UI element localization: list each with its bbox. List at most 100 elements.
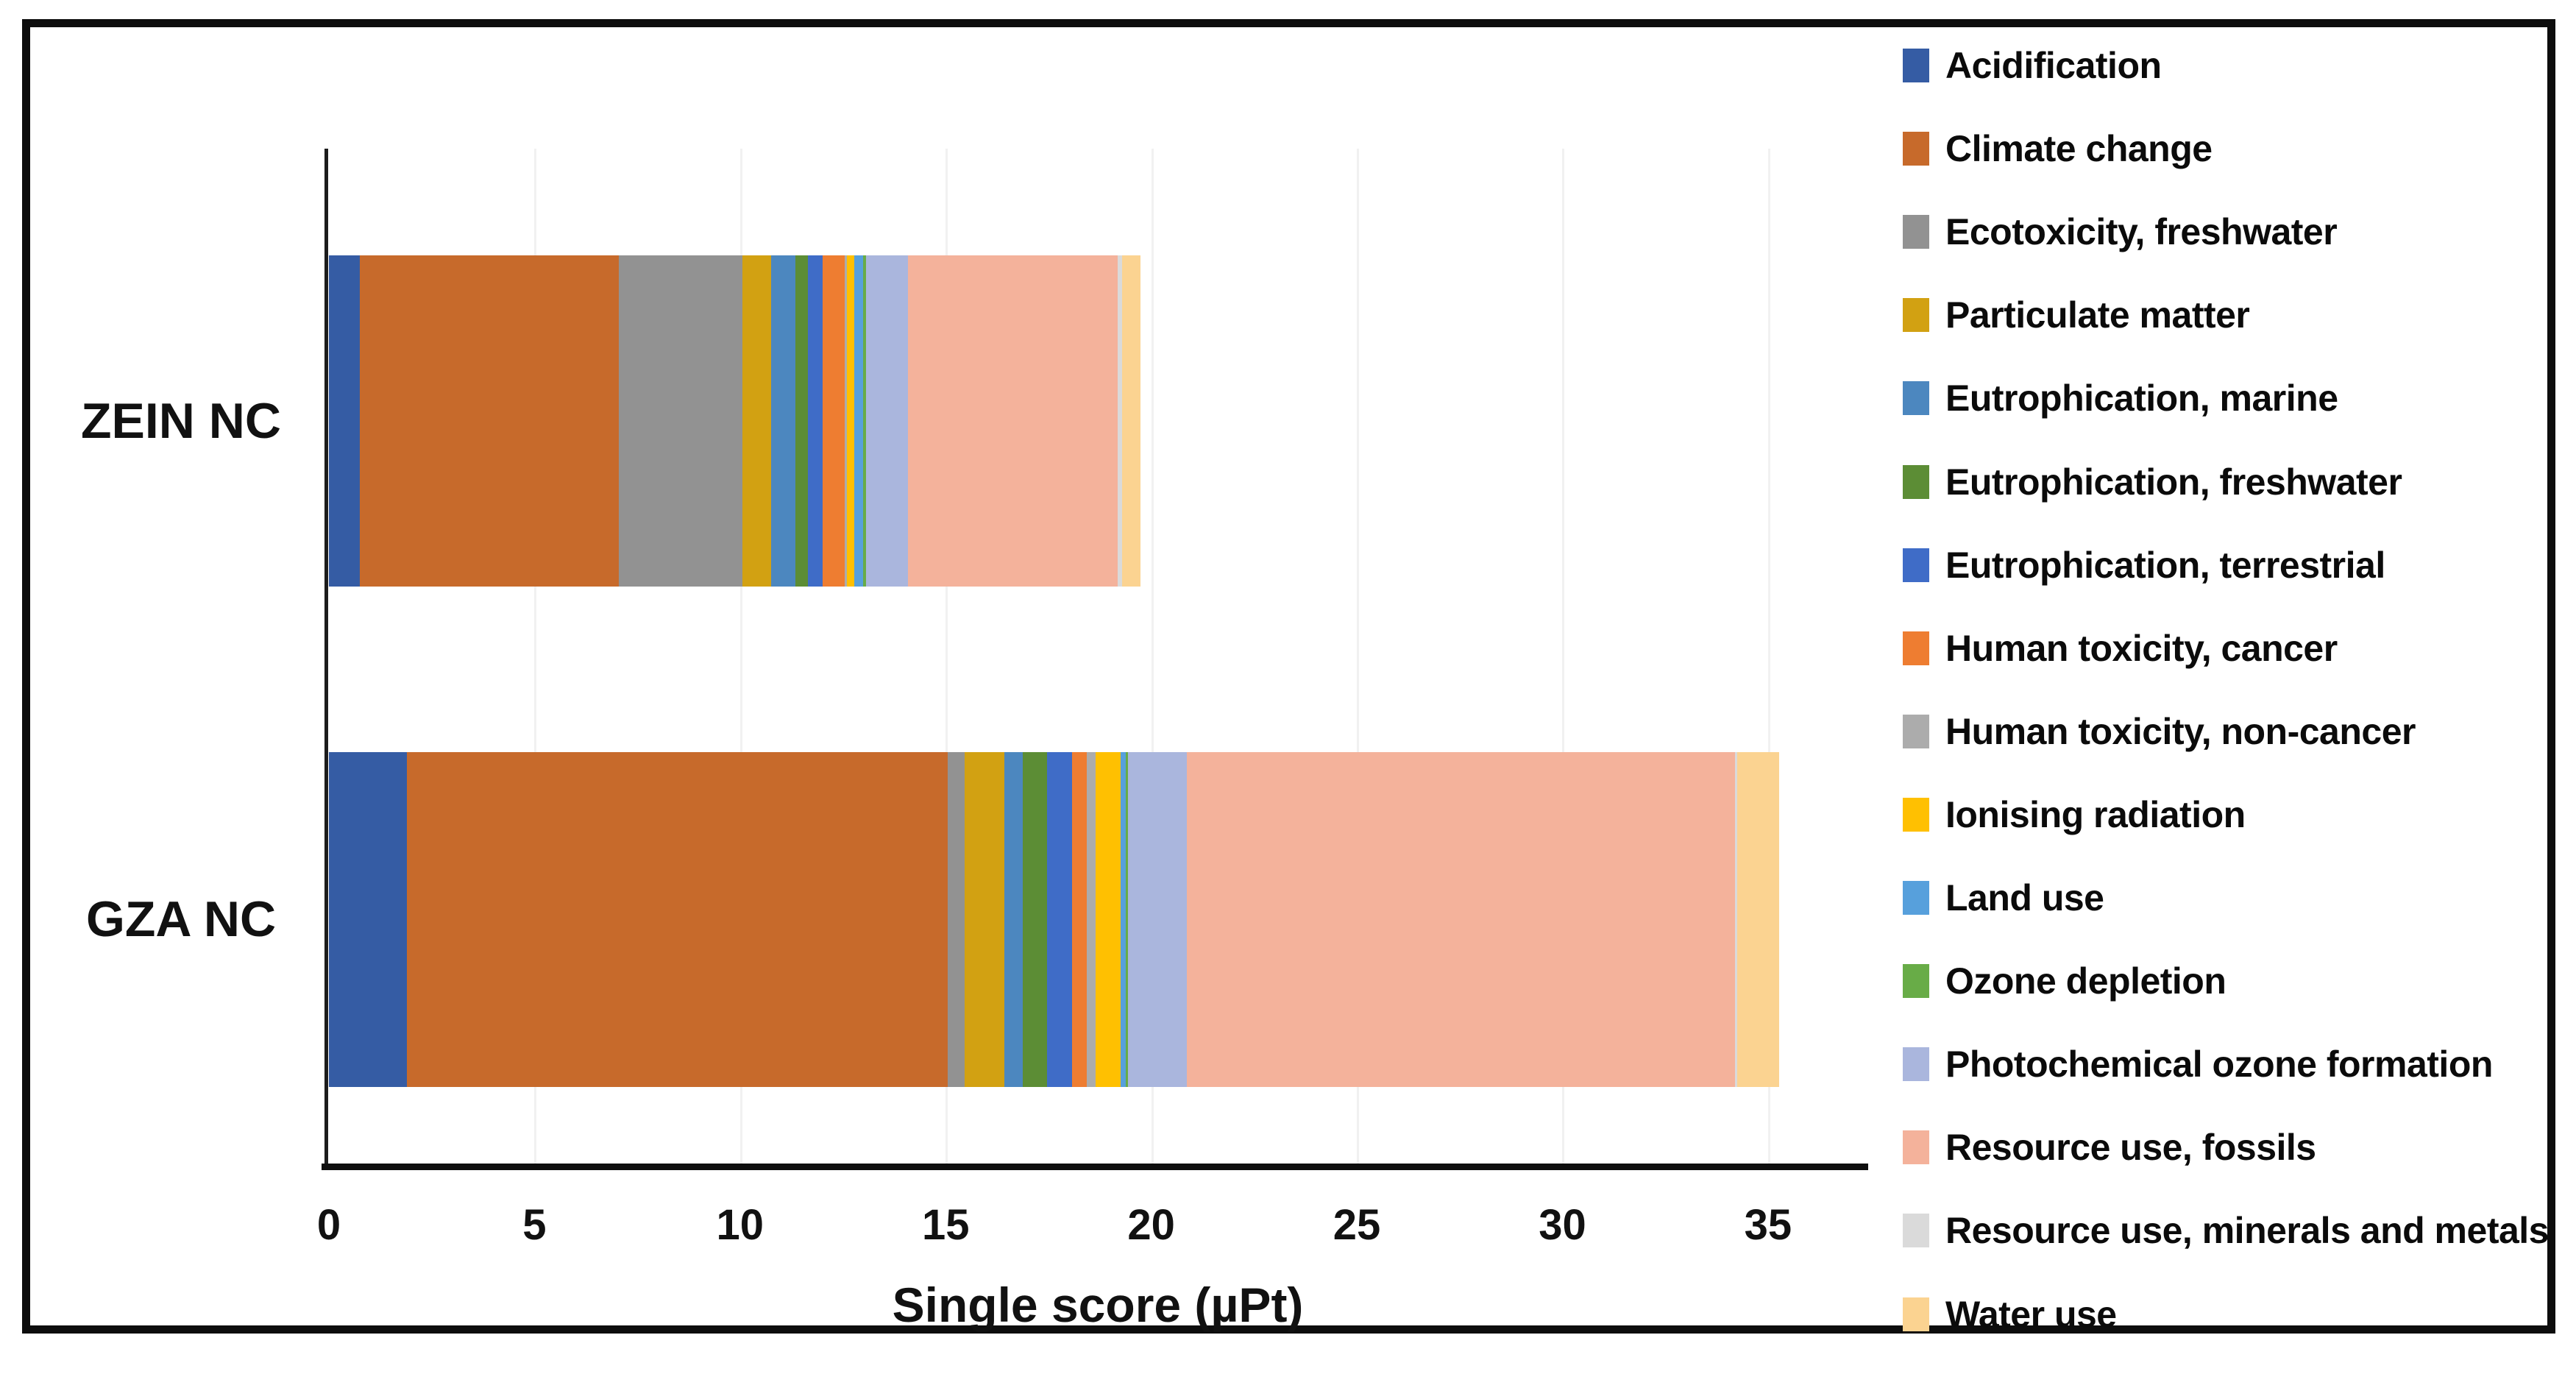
bar-segment-gza-nc--ozone-depletion bbox=[1126, 752, 1129, 1087]
bar-segment-zein-nc--human-toxicity-cancer bbox=[823, 255, 845, 587]
legend-item-resource-use-fossils: Resource use, fossils bbox=[1903, 1125, 2316, 1169]
legend-label-human-toxicity-cancer: Human toxicity, cancer bbox=[1945, 627, 2338, 669]
legend-label-eutrophication-freshwater: Eutrophication, freshwater bbox=[1945, 461, 2402, 503]
legend-swatch-human-toxicity-non-cancer bbox=[1903, 714, 1929, 748]
legend-item-climate-change: Climate change bbox=[1903, 127, 2213, 171]
x-tick-label-35: 35 bbox=[1744, 1201, 1792, 1249]
bar-segment-gza-nc--resource-use-minerals-and-metals bbox=[1735, 752, 1737, 1087]
legend-swatch-resource-use-fossils bbox=[1903, 1130, 1929, 1165]
legend-swatch-ecotoxicity-freshwater bbox=[1903, 215, 1929, 249]
legend-item-particulate-matter: Particulate matter bbox=[1903, 293, 2250, 337]
bar-segment-zein-nc--eutrophication-terrestrial bbox=[807, 255, 823, 587]
legend-label-human-toxicity-non-cancer: Human toxicity, non-cancer bbox=[1945, 710, 2416, 752]
gridline-30 bbox=[1562, 149, 1565, 1166]
bar-row-zein-nc bbox=[329, 255, 1867, 587]
bar-segment-gza-nc--ecotoxicity-freshwater bbox=[948, 752, 965, 1087]
bar-segment-zein-nc--photochemical-ozone-formation bbox=[865, 255, 908, 587]
legend-swatch-photochemical-ozone-formation bbox=[1903, 1047, 1929, 1082]
bar-segment-zein-nc--ozone-depletion bbox=[862, 255, 866, 587]
gridline-15 bbox=[945, 149, 948, 1166]
legend-swatch-water-use bbox=[1903, 1297, 1929, 1331]
bar-segment-gza-nc--eutrophication-marine bbox=[1004, 752, 1023, 1087]
bar-segment-gza-nc--human-toxicity-non-cancer bbox=[1087, 752, 1096, 1087]
legend-item-human-toxicity-non-cancer: Human toxicity, non-cancer bbox=[1903, 709, 2416, 754]
legend-item-resource-use-minerals-and-metals: Resource use, minerals and metals bbox=[1903, 1208, 2549, 1253]
bar-segment-zein-nc--ecotoxicity-freshwater bbox=[618, 255, 742, 587]
x-tick-label-30: 30 bbox=[1539, 1201, 1586, 1249]
legend-swatch-ozone-depletion bbox=[1903, 964, 1929, 999]
legend-label-resource-use-fossils: Resource use, fossils bbox=[1945, 1127, 2316, 1169]
legend-swatch-land-use bbox=[1903, 881, 1929, 915]
legend-label-land-use: Land use bbox=[1945, 877, 2104, 918]
bar-segment-zein-nc--ionising-radiation bbox=[847, 255, 855, 587]
gridline-35 bbox=[1767, 149, 1770, 1166]
bar-segment-zein-nc--eutrophication-marine bbox=[770, 255, 796, 587]
outer-border-frame: ZEIN NC GZA NC 0 5 10 15 20 25 30 35 Single scor… bbox=[22, 19, 2555, 1335]
bar-segment-zein-nc--acidification bbox=[329, 255, 360, 587]
legend-label-photochemical-ozone-formation: Photochemical ozone formation bbox=[1945, 1044, 2493, 1086]
x-tick-label-10: 10 bbox=[716, 1201, 764, 1249]
bar-row-gza-nc bbox=[329, 752, 1867, 1087]
legend-swatch-particulate-matter bbox=[1903, 298, 1929, 333]
legend-item-ozone-depletion: Ozone depletion bbox=[1903, 959, 2226, 1003]
gridline-25 bbox=[1357, 149, 1360, 1166]
bar-segment-gza-nc--land-use bbox=[1120, 752, 1126, 1087]
legend-item-land-use: Land use bbox=[1903, 876, 2104, 920]
bar-segment-gza-nc--particulate-matter bbox=[964, 752, 1005, 1087]
legend-label-ionising-radiation: Ionising radiation bbox=[1945, 793, 2246, 835]
bar-segment-zein-nc--particulate-matter bbox=[742, 255, 771, 587]
gridline-20 bbox=[1151, 149, 1154, 1166]
legend-swatch-eutrophication-terrestrial bbox=[1903, 548, 1929, 582]
legend-item-acidification: Acidification bbox=[1903, 43, 2162, 88]
legend-item-ionising-radiation: Ionising radiation bbox=[1903, 793, 2246, 837]
bar-segment-gza-nc--acidification bbox=[329, 752, 408, 1087]
legend-swatch-resource-use-minerals-and-metals bbox=[1903, 1214, 1929, 1248]
x-tick-label-20: 20 bbox=[1127, 1201, 1175, 1249]
x-axis-line bbox=[322, 1164, 1868, 1170]
legend-swatch-acidification bbox=[1903, 49, 1929, 82]
bar-segment-gza-nc--water-use bbox=[1736, 752, 1780, 1087]
x-axis-title: Single score (µPt) bbox=[892, 1278, 1304, 1332]
x-tick-label-0: 0 bbox=[316, 1201, 341, 1249]
legend-swatch-ionising-radiation bbox=[1903, 797, 1929, 832]
legend-item-eutrophication-freshwater: Eutrophication, freshwater bbox=[1903, 460, 2402, 504]
bar-segment-zein-nc--water-use bbox=[1121, 255, 1140, 587]
legend-swatch-eutrophication-freshwater bbox=[1903, 464, 1929, 499]
legend: Acidification Climate change Ecotoxicity, … bbox=[1903, 27, 2576, 1374]
x-tick-label-25: 25 bbox=[1333, 1201, 1381, 1249]
category-label-gza-nc: GZA NC bbox=[85, 891, 277, 947]
legend-label-resource-use-minerals-and-metals: Resource use, minerals and metals bbox=[1945, 1210, 2549, 1252]
legend-label-ecotoxicity-freshwater: Ecotoxicity, freshwater bbox=[1945, 211, 2338, 253]
y-axis-line bbox=[324, 149, 328, 1170]
bar-segment-gza-nc--human-toxicity-cancer bbox=[1072, 752, 1087, 1087]
legend-item-human-toxicity-cancer: Human toxicity, cancer bbox=[1903, 626, 2338, 670]
bar-segment-gza-nc--photochemical-ozone-formation bbox=[1128, 752, 1188, 1087]
gridline-10 bbox=[739, 149, 742, 1166]
bar-segment-zein-nc--resource-use-fossils bbox=[907, 255, 1118, 587]
legend-label-eutrophication-marine: Eutrophication, marine bbox=[1945, 378, 2338, 419]
legend-item-eutrophication-terrestrial: Eutrophication, terrestrial bbox=[1903, 543, 2385, 587]
bar-segment-gza-nc--resource-use-fossils bbox=[1187, 752, 1736, 1087]
gridline-5 bbox=[534, 149, 537, 1166]
bar-segment-gza-nc--eutrophication-freshwater bbox=[1023, 752, 1048, 1087]
legend-label-eutrophication-terrestrial: Eutrophication, terrestrial bbox=[1945, 544, 2385, 586]
category-label-zein-nc: ZEIN NC bbox=[81, 393, 281, 449]
bar-segment-gza-nc--ionising-radiation bbox=[1095, 752, 1121, 1087]
plot-area bbox=[329, 149, 1867, 1166]
legend-swatch-eutrophication-marine bbox=[1903, 381, 1929, 416]
bar-segment-gza-nc--climate-change bbox=[407, 752, 948, 1087]
bar-segment-zein-nc--resource-use-minerals-and-metals bbox=[1117, 255, 1122, 587]
bar-segment-zein-nc--human-toxicity-non-cancer bbox=[845, 255, 848, 587]
bar-segment-zein-nc--land-use bbox=[854, 255, 863, 587]
legend-label-water-use: Water use bbox=[1945, 1293, 2117, 1335]
bar-segment-gza-nc--eutrophication-terrestrial bbox=[1047, 752, 1073, 1087]
legend-label-climate-change: Climate change bbox=[1945, 128, 2213, 170]
bar-segment-zein-nc--climate-change bbox=[359, 255, 619, 587]
legend-item-photochemical-ozone-formation: Photochemical ozone formation bbox=[1903, 1042, 2493, 1086]
legend-label-particulate-matter: Particulate matter bbox=[1945, 294, 2250, 336]
legend-swatch-human-toxicity-cancer bbox=[1903, 631, 1929, 665]
legend-label-acidification: Acidification bbox=[1945, 45, 2162, 86]
legend-item-eutrophication-marine: Eutrophication, marine bbox=[1903, 376, 2338, 420]
legend-item-ecotoxicity-freshwater: Ecotoxicity, freshwater bbox=[1903, 210, 2338, 254]
